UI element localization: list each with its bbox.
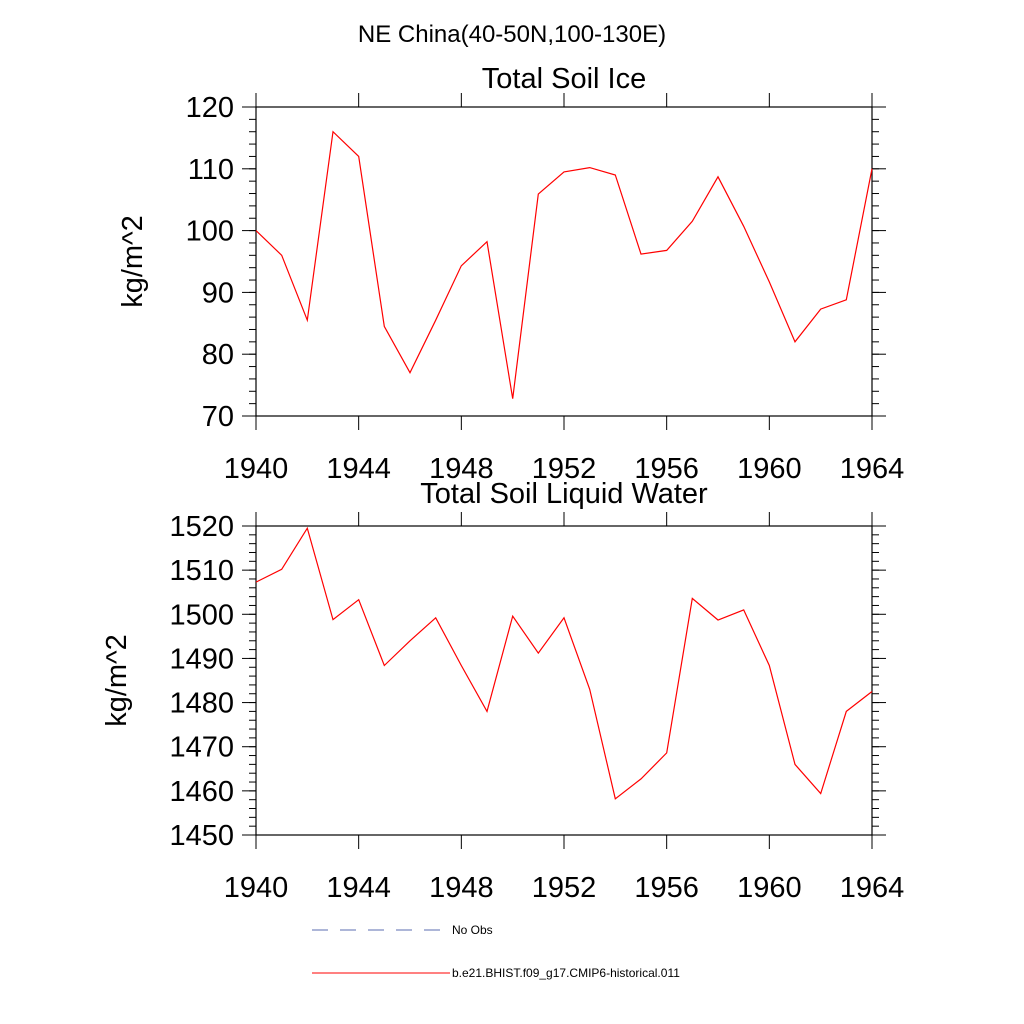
panel-total-soil-ice: Total Soil Ice kg/m^2 70 80 90 100 110 120 1940 1… — [117, 63, 904, 485]
y-tick-label: 1490 — [169, 643, 234, 675]
series-points — [256, 528, 872, 799]
ticks — [242, 93, 886, 430]
x-tick-label: 1956 — [634, 453, 699, 485]
y-tick-label: 1500 — [169, 599, 234, 631]
x-tick-label: 1948 — [429, 453, 494, 485]
y-tick-label: 1470 — [169, 732, 234, 764]
x-tick-label: 1944 — [326, 453, 391, 485]
y-tick-label: 120 — [186, 92, 234, 124]
x-tick-label: 1964 — [840, 453, 905, 485]
y-tick-label: 1510 — [169, 555, 234, 587]
series-line — [255, 130, 873, 399]
x-tick-label: 1960 — [737, 872, 802, 904]
y-tick-label: 1480 — [169, 688, 234, 720]
legend-model-label: b.e21.BHIST.f09_g17.CMIP6-historical.011 — [452, 966, 680, 980]
y-tick-label: 1460 — [169, 776, 234, 808]
plot-frame — [255, 525, 873, 836]
chart-title: Total Soil Ice — [482, 63, 646, 95]
x-tick-label: 1944 — [326, 872, 391, 904]
y-tick-label: 90 — [202, 277, 234, 309]
x-tick-label: 1940 — [224, 872, 289, 904]
y-axis-label: kg/m^2 — [117, 215, 149, 308]
y-tick-label: 110 — [188, 154, 234, 186]
legend: No Obs b.e21.BHIST.f09_g17.CMIP6-histori… — [312, 923, 680, 980]
y-axis-label: kg/m^2 — [101, 634, 133, 727]
chart-title: Total Soil Liquid Water — [420, 478, 708, 510]
x-tick-label: 1952 — [532, 453, 597, 485]
y-tick-label: 80 — [202, 339, 234, 371]
legend-obs-label: No Obs — [452, 923, 493, 937]
figure-title: NE China(40-50N,100-130E) — [358, 21, 666, 48]
y-tick-label: 1520 — [169, 511, 234, 543]
x-tick-label: 1940 — [224, 453, 289, 485]
plot-frame — [255, 106, 873, 417]
x-tick-label: 1952 — [532, 872, 597, 904]
x-tick-label: 1948 — [429, 872, 494, 904]
y-tick-label: 100 — [186, 216, 234, 248]
series-line — [255, 526, 873, 800]
ticks — [242, 512, 886, 849]
x-tick-label: 1964 — [840, 872, 905, 904]
x-tick-label: 1956 — [634, 872, 699, 904]
panel-total-soil-liquid-water: Total Soil Liquid Water kg/m^2 1450 1460 147… — [101, 478, 904, 904]
y-tick-label: 70 — [202, 401, 234, 433]
x-tick-label: 1960 — [737, 453, 802, 485]
y-tick-label: 1450 — [169, 820, 234, 852]
